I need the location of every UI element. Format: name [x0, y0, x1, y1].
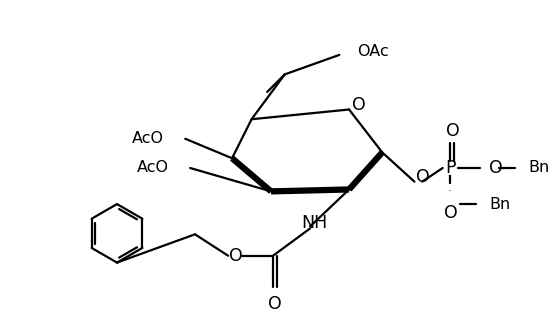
Text: Bn: Bn [529, 161, 550, 175]
Text: Bn: Bn [490, 197, 511, 212]
Text: O: O [352, 96, 366, 114]
Text: O: O [444, 204, 458, 222]
Text: P: P [446, 159, 456, 177]
Text: NH: NH [301, 214, 327, 233]
Text: O: O [416, 168, 430, 186]
Text: OAc: OAc [357, 44, 389, 59]
Text: O: O [490, 159, 503, 177]
Text: O: O [229, 247, 243, 265]
Text: O: O [446, 122, 459, 140]
Text: AcO: AcO [137, 161, 169, 175]
Text: O: O [268, 295, 282, 313]
Text: AcO: AcO [132, 131, 164, 146]
